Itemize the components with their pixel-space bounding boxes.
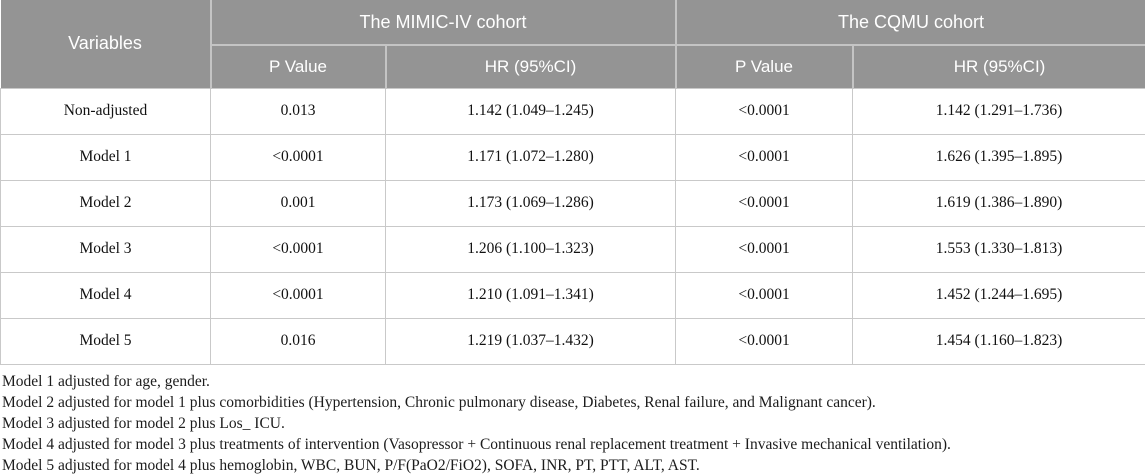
footnote-model5: Model 5 adjusted for model 4 plus hemogl…: [2, 456, 700, 474]
cell-variable: Model 5: [0, 317, 211, 365]
cell-mimic-pvalue: 0.016: [210, 317, 386, 365]
cell-cqmu-pvalue: <0.0001: [675, 271, 854, 319]
cell-mimic-hr: 1.173 (1.069–1.286): [384, 179, 677, 227]
cell-mimic-pvalue: 0.001: [210, 179, 386, 227]
footnotes: Model 1 adjusted for age, gender. Model …: [0, 371, 1145, 476]
header-row-cohorts: Variables The MIMIC-IV cohort The CQMU c…: [0, 0, 1145, 88]
header-mimic-cohort: The MIMIC-IV cohort: [209, 0, 676, 45]
cell-cqmu-hr: 1.626 (1.395–1.895): [852, 133, 1145, 181]
cell-cqmu-pvalue: <0.0001: [675, 225, 854, 273]
cell-variable: Model 1: [0, 133, 211, 181]
cell-cqmu-hr: 1.454 (1.160–1.823): [852, 317, 1145, 365]
cell-cqmu-pvalue: <0.0001: [675, 179, 854, 227]
cell-mimic-hr: 1.171 (1.072–1.280): [384, 133, 677, 181]
table-row: Model 4 <0.0001 1.210 (1.091–1.341) <0.0…: [0, 271, 1145, 319]
table-header: Variables The MIMIC-IV cohort The CQMU c…: [0, 0, 1145, 88]
header-mimic-pvalue: P Value: [209, 44, 386, 88]
cox-regression-table: Variables The MIMIC-IV cohort The CQMU c…: [0, 0, 1145, 365]
footnote-model2: Model 2 adjusted for model 1 plus comorb…: [2, 393, 876, 411]
cell-mimic-pvalue: 0.013: [210, 87, 386, 135]
table-row: Non-adjusted 0.013 1.142 (1.049–1.245) <…: [0, 87, 1145, 135]
header-cqmu-hr: HR (95%CI): [851, 44, 1145, 88]
cell-mimic-pvalue: <0.0001: [210, 271, 386, 319]
cell-mimic-pvalue: <0.0001: [210, 133, 386, 181]
cell-mimic-hr: 1.219 (1.037–1.432): [384, 317, 677, 365]
cell-mimic-pvalue: <0.0001: [210, 225, 386, 273]
footnote-model3: Model 3 adjusted for model 2 plus Los_ I…: [2, 414, 285, 432]
header-row-measures: P Value HR (95%CI) P Value HR (95%CI): [1, 44, 1145, 88]
cell-variable: Model 2: [0, 179, 211, 227]
header-cqmu-pvalue: P Value: [674, 44, 853, 88]
cell-variable: Model 3: [0, 225, 211, 273]
header-mimic-hr: HR (95%CI): [384, 44, 676, 88]
table-row: Model 1 <0.0001 1.171 (1.072–1.280) <0.0…: [0, 133, 1145, 181]
header-variables: Variables: [0, 0, 211, 88]
header-cqmu-cohort: The CQMU cohort: [674, 0, 1145, 45]
cell-mimic-hr: 1.206 (1.100–1.323): [384, 225, 677, 273]
cell-cqmu-pvalue: <0.0001: [675, 87, 854, 135]
cell-variable: Non-adjusted: [0, 87, 211, 135]
cell-cqmu-hr: 1.619 (1.386–1.890): [852, 179, 1145, 227]
table-body: Non-adjusted 0.013 1.142 (1.049–1.245) <…: [0, 87, 1145, 365]
table-row: Model 5 0.016 1.219 (1.037–1.432) <0.000…: [0, 317, 1145, 365]
cell-cqmu-hr: 1.553 (1.330–1.813): [852, 225, 1145, 273]
footnote-model1: Model 1 adjusted for age, gender.: [2, 372, 210, 390]
cell-mimic-hr: 1.142 (1.049–1.245): [384, 87, 677, 135]
cell-mimic-hr: 1.210 (1.091–1.341): [384, 271, 677, 319]
cell-variable: Model 4: [0, 271, 211, 319]
footnote-model4: Model 4 adjusted for model 3 plus treatm…: [2, 435, 951, 453]
cell-cqmu-pvalue: <0.0001: [675, 317, 854, 365]
cell-cqmu-pvalue: <0.0001: [675, 133, 854, 181]
table-row: Model 3 <0.0001 1.206 (1.100–1.323) <0.0…: [0, 225, 1145, 273]
cell-cqmu-hr: 1.142 (1.291–1.736): [852, 87, 1145, 135]
cell-cqmu-hr: 1.452 (1.244–1.695): [852, 271, 1145, 319]
table-row: Model 2 0.001 1.173 (1.069–1.286) <0.000…: [0, 179, 1145, 227]
